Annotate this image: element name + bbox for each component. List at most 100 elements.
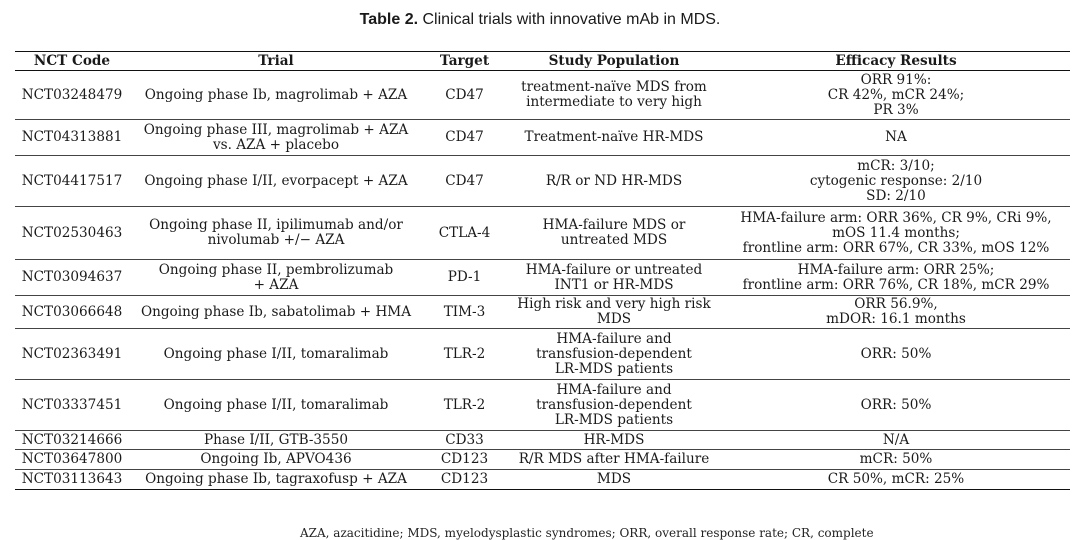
nct-code-cell: NCT03113643 <box>15 469 129 490</box>
table-caption: Table 2. Clinical trials with innovative… <box>0 10 1080 30</box>
study-population-cell-line: untreated MDS <box>560 232 668 248</box>
trial-cell-line: Ongoing phase II, pembrolizumab <box>158 261 394 278</box>
study-population-cell-line: Treatment-naïve HR-MDS <box>524 129 704 145</box>
table-row: NCT04417517 Ongoing phase I/II, evorpacep… <box>15 155 1070 207</box>
target-cell: CD33 <box>423 430 506 450</box>
table-row: NCT03337451 Ongoing phase I/II, tomaralim… <box>15 379 1070 431</box>
trial-cell: Ongoing phase III, magrolimab + AZA vs. A… <box>129 119 423 156</box>
efficacy-results-cell: mCR: 50% <box>722 449 1070 470</box>
nct-code-cell: NCT03647800 <box>15 449 129 470</box>
study-population-cell-line: MDS <box>596 471 632 487</box>
table-caption-label: Table 2. <box>359 11 419 28</box>
nct-code-cell: NCT04313881 <box>15 119 129 156</box>
table-row: NCT03214666 Phase I/II, GTB-3550 CD33 HR-MD… <box>15 430 1070 450</box>
trial-cell-line: Ongoing phase Ib, magrolimab + AZA <box>144 86 408 103</box>
trial-cell: Phase I/II, GTB-3550 <box>129 430 423 450</box>
target-cell: CTLA-4 <box>423 206 506 260</box>
trial-cell: Ongoing phase Ib, magrolimab + AZA <box>129 70 423 120</box>
trial-cell-line: nivolumab +/− AZA <box>207 232 345 248</box>
efficacy-results-cell-line: HMA-failure arm: ORR 25%; <box>797 261 995 278</box>
efficacy-results-cell-line: mCR: 3/10; <box>857 157 935 174</box>
header-study-population: Study Population <box>506 51 722 71</box>
study-population-cell-line: transfusion-dependent <box>536 345 692 362</box>
study-population-cell: R/R MDS after HMA-failure <box>506 449 722 470</box>
efficacy-results-cell-line: ORR: 50% <box>860 345 932 362</box>
trial-cell: Ongoing phase I/II, tomaralimab <box>129 379 423 431</box>
efficacy-results-cell-line: ORR: 50% <box>860 396 932 413</box>
study-population-cell: HMA-failure or untreated INT1 or HR-MDS <box>506 259 722 296</box>
efficacy-results-cell: HMA-failure arm: ORR 36%, CR 9%, CRi 9%,… <box>722 206 1070 260</box>
table-row: NCT03248479 Ongoing phase Ib, magrolimab … <box>15 70 1070 120</box>
trial-cell: Ongoing phase II, ipilimumab and/or nivol… <box>129 206 423 260</box>
trial-cell-line: Ongoing phase I/II, evorpacept + AZA <box>144 172 408 189</box>
study-population-cell: HMA-failure and transfusion-dependent LR-M… <box>506 379 722 431</box>
study-population-cell: Treatment-naïve HR-MDS <box>506 119 722 156</box>
trial-cell: Ongoing phase II, pembrolizumab + AZA <box>129 259 423 296</box>
target-cell: TLR-2 <box>423 379 506 431</box>
study-population-cell-line: HMA-failure or untreated <box>525 261 703 278</box>
table-row: NCT04313881 Ongoing phase III, magrolimab… <box>15 119 1070 156</box>
trial-cell: Ongoing phase Ib, tagraxofusp + AZA <box>129 469 423 490</box>
efficacy-results-cell: HMA-failure arm: ORR 25%; frontline arm: … <box>722 259 1070 296</box>
study-population-cell-line: INT1 or HR-MDS <box>554 276 674 293</box>
efficacy-results-cell: NA <box>722 119 1070 156</box>
study-population-cell-line: HMA-failure and <box>556 381 672 398</box>
target-cell: CD47 <box>423 119 506 156</box>
study-population-cell-line: LR-MDS patients <box>554 411 674 428</box>
nct-code-cell: NCT02363491 <box>15 328 129 380</box>
table-row: NCT03113643 Ongoing phase Ib, tagraxofusp… <box>15 469 1070 490</box>
trial-cell-line: vs. AZA + placebo <box>212 136 340 153</box>
header-target: Target <box>423 51 506 71</box>
trial-cell: Ongoing Ib, APVO436 <box>129 449 423 470</box>
study-population-cell-line: intermediate to very high <box>526 94 702 110</box>
efficacy-results-cell: ORR 56.9%, mDOR: 16.1 months <box>722 295 1070 329</box>
efficacy-results-cell-line: NA <box>885 129 907 145</box>
efficacy-results-cell-line: ORR 56.9%, <box>854 296 938 312</box>
table-body: NCT03248479 Ongoing phase Ib, magrolimab … <box>15 70 1070 490</box>
table-row: NCT02363491 Ongoing phase I/II, tomaralim… <box>15 328 1070 380</box>
trial-cell-line: Ongoing Ib, APVO436 <box>200 451 352 467</box>
efficacy-results-cell-line: mCR: 50% <box>859 451 933 467</box>
nct-code-cell: NCT03248479 <box>15 70 129 120</box>
table-header: NCT Code Trial Target Study Population E… <box>15 51 1070 71</box>
trial-cell-line: Ongoing phase I/II, tomaralimab <box>163 345 389 362</box>
efficacy-results-cell-line: HMA-failure arm: ORR 36%, CR 9%, CRi 9%, <box>740 209 1052 226</box>
trial-cell: Ongoing phase I/II, evorpacept + AZA <box>129 155 423 207</box>
study-population-cell: HMA-failure and transfusion-dependent LR-M… <box>506 328 722 380</box>
efficacy-results-cell-line: SD: 2/10 <box>866 187 926 204</box>
study-population-cell-line: High risk and very high risk <box>517 296 711 312</box>
trial-cell: Ongoing phase Ib, sabatolimab + HMA <box>129 295 423 329</box>
target-cell: TIM-3 <box>423 295 506 329</box>
table-footnote: AZA, azacitidine; MDS, myelodysplastic s… <box>300 526 874 540</box>
trial-cell-line: Phase I/II, GTB-3550 <box>203 431 349 448</box>
study-population-cell-line: MDS <box>596 311 632 327</box>
study-population-cell-line: R/R MDS after HMA-failure <box>518 451 710 467</box>
efficacy-results-cell-line: ORR 91%: <box>860 71 932 88</box>
header-efficacy-results: Efficacy Results <box>722 51 1070 71</box>
nct-code-cell: NCT03214666 <box>15 430 129 450</box>
efficacy-results-cell: ORR: 50% <box>722 379 1070 431</box>
target-cell: CD47 <box>423 155 506 207</box>
trial-cell-line: Ongoing phase II, ipilimumab and/or <box>149 217 403 233</box>
nct-code-cell: NCT04417517 <box>15 155 129 207</box>
efficacy-results-cell-line: mDOR: 16.1 months <box>826 311 966 327</box>
study-population-cell-line: HMA-failure and <box>556 330 672 347</box>
nct-code-cell: NCT03337451 <box>15 379 129 431</box>
study-population-cell: treatment-naïve MDS from intermediate to … <box>506 70 722 120</box>
study-population-cell-line: R/R or ND HR-MDS <box>545 172 683 189</box>
efficacy-results-cell-line: mOS 11.4 months; <box>832 224 960 241</box>
clinical-trials-table: NCT Code Trial Target Study Population E… <box>15 51 1070 490</box>
target-cell: CD47 <box>423 70 506 120</box>
header-row: NCT Code Trial Target Study Population E… <box>15 51 1070 71</box>
trial-cell-line: Ongoing phase III, magrolimab + AZA <box>143 121 409 138</box>
study-population-cell: R/R or ND HR-MDS <box>506 155 722 207</box>
efficacy-results-cell-line: PR 3% <box>873 101 919 118</box>
target-cell: PD-1 <box>423 259 506 296</box>
study-population-cell-line: LR-MDS patients <box>554 360 674 377</box>
efficacy-results-cell: CR 50%, mCR: 25% <box>722 469 1070 490</box>
trial-cell: Ongoing phase I/II, tomaralimab <box>129 328 423 380</box>
trial-cell-line: Ongoing phase Ib, tagraxofusp + AZA <box>145 471 407 487</box>
trial-cell-line: Ongoing phase I/II, tomaralimab <box>163 396 389 413</box>
efficacy-results-cell-line: frontline arm: ORR 67%, CR 33%, mOS 12% <box>742 239 1050 256</box>
efficacy-results-cell: mCR: 3/10; cytogenic response: 2/10 SD: 2/… <box>722 155 1070 207</box>
